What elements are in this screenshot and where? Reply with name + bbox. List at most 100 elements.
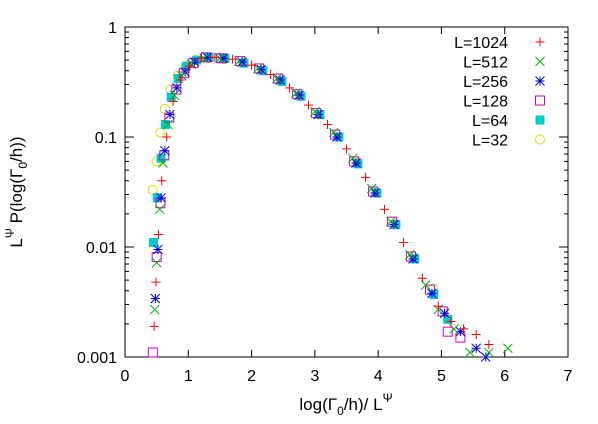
data-point: [273, 73, 284, 84]
legend-marker: [535, 134, 545, 145]
data-point: [266, 69, 276, 79]
axis-ticks: 0 1 2 3 4 5 6 7 0.001 0.01 0.1 1: [77, 20, 573, 385]
x-tick-label: 5: [437, 368, 446, 385]
data-point: [235, 56, 246, 67]
data-point: [291, 88, 301, 99]
data-point: [455, 326, 466, 337]
data-point: [353, 159, 363, 169]
data-point: [172, 82, 182, 93]
data-point: [258, 66, 268, 76]
data-point: [342, 144, 351, 154]
data-point: [275, 75, 285, 85]
data-point: [185, 61, 195, 71]
data-point: [471, 343, 482, 354]
x-tick-label: 0: [121, 368, 130, 385]
data-point: [437, 306, 448, 317]
legend: L=1024 L=512 L=256 L=128 L=64 L=32: [454, 35, 545, 150]
x-tick-label: 6: [500, 368, 509, 385]
data-point: [166, 92, 176, 102]
y-tick-label: 0.1: [95, 130, 117, 147]
data-point: [148, 237, 158, 247]
data-point: [189, 57, 200, 67]
data-point: [292, 89, 303, 100]
data-point: [160, 145, 170, 156]
data-point: [237, 57, 247, 67]
data-point: [433, 301, 443, 311]
data-point: [404, 249, 415, 260]
data-point: [171, 84, 182, 95]
data-point: [164, 112, 175, 123]
data-point: [176, 75, 186, 85]
legend-label: L=512: [463, 55, 508, 72]
data-point: [272, 73, 282, 84]
data-points: [147, 52, 513, 362]
data-point: [417, 273, 427, 283]
data-point: [442, 326, 453, 337]
data-point: [459, 324, 469, 334]
data-point: [310, 106, 320, 117]
data-point: [169, 90, 180, 101]
x-tick-label: 4: [374, 368, 383, 385]
data-point: [304, 100, 314, 110]
y-tick-label: 1: [108, 20, 117, 37]
data-point: [332, 132, 342, 142]
legend-marker: [535, 37, 545, 47]
data-point: [177, 70, 187, 81]
data-point: [484, 339, 494, 349]
data-point: [147, 347, 158, 358]
legend-label: L=128: [463, 94, 508, 111]
data-point: [484, 347, 494, 358]
legend-marker: [535, 95, 545, 106]
data-point: [147, 184, 158, 195]
series-l-256: [150, 52, 491, 362]
data-point: [256, 64, 266, 75]
data-point: [228, 54, 238, 64]
data-point: [408, 254, 418, 264]
data-point: [157, 176, 167, 186]
x-tick-label: 3: [310, 368, 319, 385]
data-point: [398, 237, 408, 247]
data-point: [480, 352, 491, 362]
legend-label: L=64: [472, 113, 508, 130]
data-point: [202, 52, 213, 63]
y-tick-label: 0.001: [77, 350, 117, 367]
data-point: [347, 153, 358, 164]
data-point: [165, 84, 176, 95]
data-point: [155, 127, 166, 138]
data-point: [149, 321, 159, 331]
data-point: [156, 153, 166, 163]
data-point: [328, 127, 339, 138]
data-point: [439, 308, 450, 319]
data-point: [168, 97, 178, 107]
data-point: [151, 257, 162, 268]
data-point: [188, 58, 199, 69]
y-tick-label: 0.01: [86, 240, 117, 257]
x-tick-label: 1: [184, 368, 193, 385]
y-axis-label: LΨ P(log(Γ0/h)): [3, 136, 30, 247]
data-point: [158, 158, 168, 168]
legend-marker: [535, 76, 545, 86]
series-l-512: [149, 53, 513, 358]
legend-marker: [535, 115, 545, 125]
data-point: [196, 53, 206, 63]
data-point: [446, 317, 456, 327]
data-point: [151, 252, 162, 263]
data-point: [150, 293, 161, 304]
data-point: [247, 60, 257, 70]
data-point: [471, 330, 481, 340]
data-point: [366, 183, 377, 194]
legend-marker: [535, 56, 545, 67]
data-point: [173, 74, 183, 84]
data-point: [285, 83, 295, 93]
data-point: [311, 108, 322, 119]
data-point: [149, 304, 160, 315]
data-point: [425, 284, 436, 295]
data-point: [210, 52, 220, 62]
data-point: [154, 204, 165, 215]
data-point: [186, 59, 197, 69]
data-point: [379, 204, 389, 214]
data-point: [162, 132, 172, 142]
data-point: [154, 229, 164, 239]
